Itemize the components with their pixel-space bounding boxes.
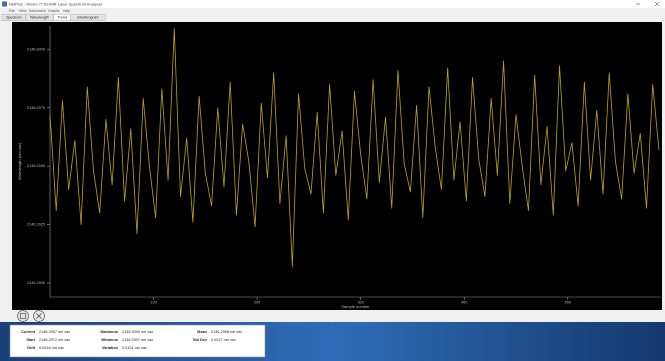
stat-value: 0.0027 nm vac (211, 338, 236, 342)
menu-item[interactable]: File (9, 9, 15, 13)
stat-label: Minimum (101, 338, 118, 342)
menu-item[interactable]: View (19, 9, 27, 13)
x-tick-label: 300 (358, 301, 364, 305)
zoom-icon (20, 313, 26, 319)
stat-value: 0.0101 nm vac (122, 346, 147, 350)
y-tick-label: 2146.2975 (27, 106, 45, 110)
stat-label: Variation (102, 346, 119, 350)
y-tick-label: 2146.3000 (27, 47, 45, 51)
x-tick-label: 400 (461, 301, 467, 305)
stat-label: Maximum (100, 330, 118, 334)
stat-label: Start (26, 338, 35, 342)
reset-icon (36, 313, 42, 319)
app-icon (2, 1, 7, 7)
stat-label: Current (21, 330, 35, 334)
menu-item[interactable]: Help (63, 9, 70, 13)
stat-value: 2146.2972 nm vac (39, 338, 70, 342)
title-bar (0, 0, 665, 8)
stat-value: 2146.2957 nm vac (39, 330, 70, 334)
x-axis-label: Sample number (341, 304, 370, 309)
close-button[interactable] (654, 1, 660, 7)
stat-label: Mean (197, 330, 207, 334)
tab-label: Spectrum (6, 16, 21, 20)
y-axis-label: Wavelength (nm vac) (17, 142, 22, 180)
x-tick-label: 100 (150, 301, 156, 305)
x-tick-label: 500 (565, 301, 571, 305)
tab[interactable] (70, 14, 106, 21)
tab-label: Wavelength (30, 16, 49, 20)
tab-label: Trend (57, 16, 66, 20)
stat-value: 0.0016 nm vac (39, 346, 64, 350)
y-tick-label: 2146.2900 (27, 281, 45, 285)
stats-panel (9, 324, 266, 358)
stat-value: 2146.2907 nm vac (122, 338, 153, 342)
zoom-button[interactable] (17, 310, 29, 322)
menu-item[interactable]: Instrument (29, 9, 46, 13)
tab-label: Interferogram (77, 16, 99, 20)
window-title: NetPlus - Model 771B-MIR Laser Spectrum … (9, 1, 103, 6)
x-tick-label: 200 (254, 301, 260, 305)
y-tick-label: 2146.2950 (27, 164, 45, 168)
y-tick-label: 2146.2925 (27, 223, 45, 227)
stat-value: 2146.3009 nm vac (122, 330, 153, 334)
stat-value: 2146.2956 nm vac (211, 330, 242, 334)
stat-label: Std Dev (193, 338, 208, 342)
stat-label: Drift (27, 346, 36, 350)
menu-item[interactable]: Graphs (48, 9, 60, 13)
data-line (49, 27, 660, 268)
